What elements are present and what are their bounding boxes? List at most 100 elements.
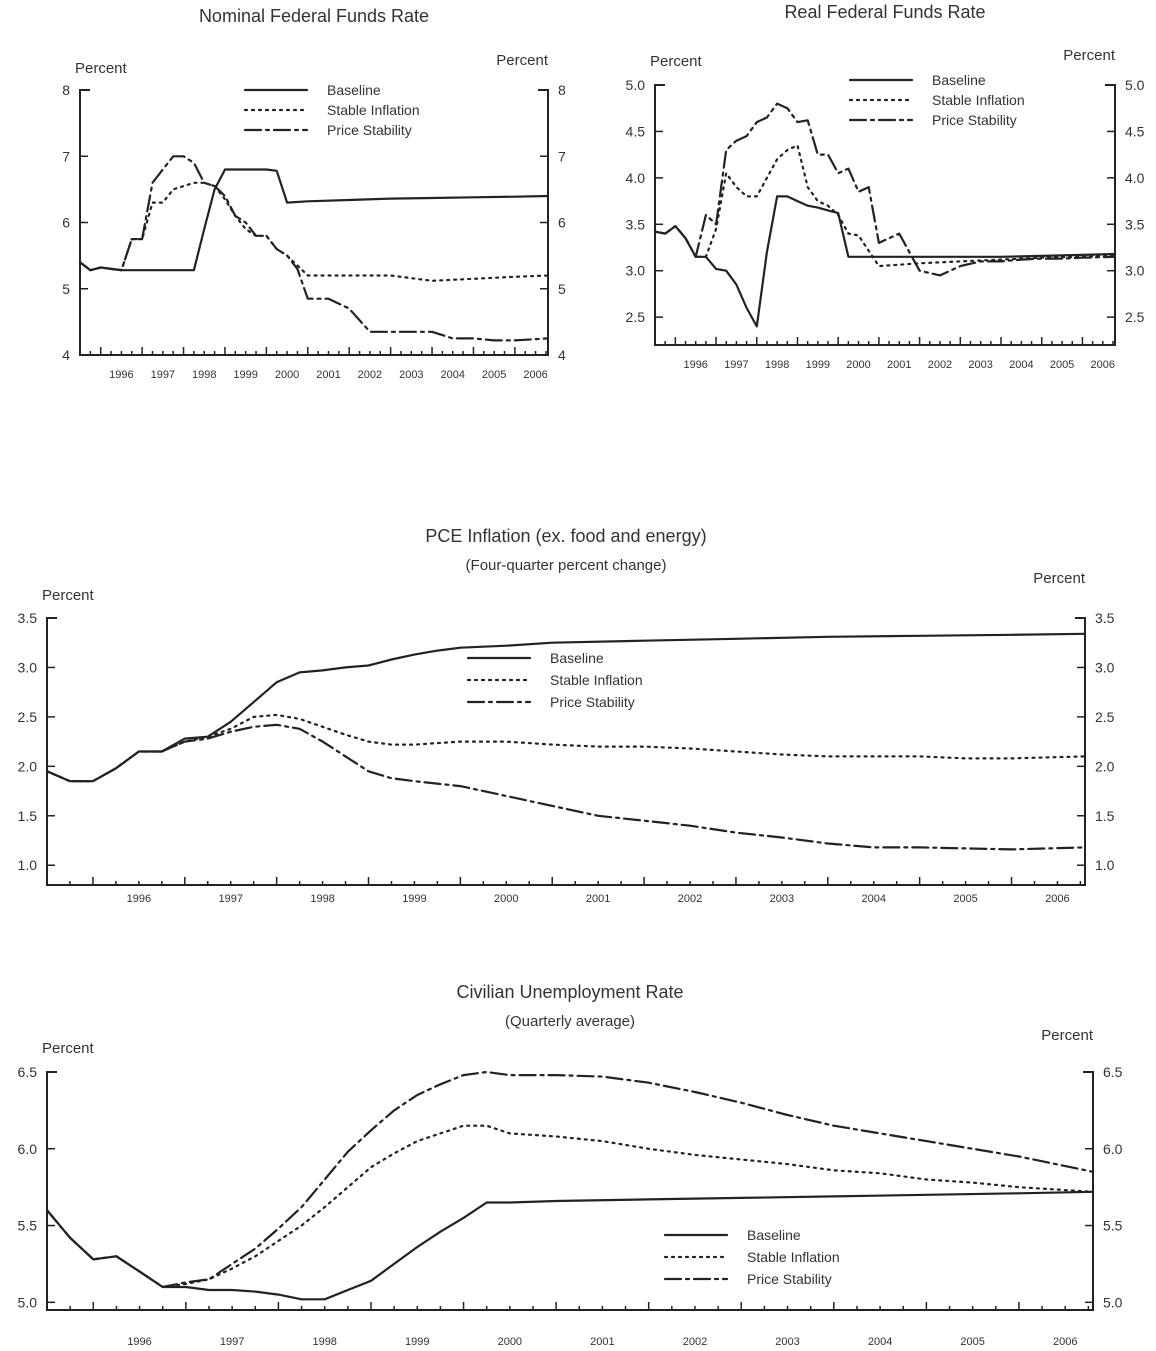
x-tick-label: 2002 (678, 893, 702, 905)
x-tick-label: 2000 (498, 1336, 522, 1348)
x-tick-label: 2002 (683, 1336, 707, 1348)
x-tick-label: 1996 (109, 369, 133, 381)
y-tick-label-left: 2.5 (626, 309, 646, 325)
y-tick-label-left: 6 (62, 215, 70, 231)
x-tick-label: 2005 (953, 893, 977, 905)
y-tick-label-left: 3.0 (18, 659, 38, 675)
x-tick-label: 2003 (770, 893, 794, 905)
axis-frame (654, 84, 1116, 346)
y-tick-label-right: 7 (558, 148, 566, 164)
y-tick-label-right: 3.0 (1125, 263, 1145, 279)
y-tick-label-right: 2.5 (1095, 709, 1115, 725)
x-tick-label: 1999 (402, 893, 426, 905)
chart-title: PCE Inflation (ex. food and energy) (425, 526, 706, 546)
x-tick-label: 1998 (765, 359, 789, 371)
chart-title: Nominal Federal Funds Rate (199, 6, 429, 26)
x-tick-label: 2003 (968, 359, 992, 371)
y-axis-label-right: Percent (496, 52, 549, 69)
x-tick-label: 2005 (482, 369, 506, 381)
x-tick-label: 2006 (523, 369, 547, 381)
y-axis-label-left: Percent (42, 587, 95, 604)
x-tick-label: 2006 (1091, 359, 1115, 371)
y-tick-label-left: 2.0 (18, 758, 38, 774)
y-tick-label-left: 5.0 (18, 1294, 38, 1310)
legend-label: Price Stability (327, 122, 412, 138)
series-line-baseline (653, 195, 1117, 328)
y-tick-label-left: 1.0 (18, 857, 38, 873)
x-tick-label: 1997 (220, 1336, 244, 1348)
y-tick-label-right: 2.0 (1095, 758, 1115, 774)
legend-label: Stable Inflation (327, 102, 420, 118)
series-line-stable-inflation (45, 713, 1087, 783)
x-tick-label: 2006 (1045, 893, 1069, 905)
y-tick-label-left: 8 (62, 82, 70, 98)
y-tick-label-right: 2.5 (1125, 309, 1145, 325)
chart-title: Real Federal Funds Rate (784, 2, 985, 22)
x-tick-label: 2001 (590, 1336, 614, 1348)
x-tick-label: 2000 (494, 893, 518, 905)
series-line-price-stability (45, 723, 1087, 851)
chart-4: Civilian Unemployment Rate (Quarterly ave… (18, 982, 1123, 1348)
y-axis-label-left: Percent (42, 1040, 95, 1057)
x-tick-label: 1998 (312, 1336, 336, 1348)
x-tick-label: 1999 (233, 369, 257, 381)
x-tick-label: 1998 (310, 893, 334, 905)
x-tick-label: 2001 (887, 359, 911, 371)
legend-label: Price Stability (747, 1271, 832, 1287)
x-tick-label: 1996 (683, 359, 707, 371)
y-axis-label-right: Percent (1041, 1027, 1094, 1044)
y-tick-label-left: 5 (62, 281, 70, 297)
legend-label: Stable Inflation (550, 672, 643, 688)
x-tick-label: 2004 (861, 893, 885, 905)
y-tick-label-left: 1.5 (18, 808, 38, 824)
y-tick-label-right: 3.5 (1095, 610, 1115, 626)
y-tick-label-right: 5.0 (1125, 77, 1145, 93)
y-tick-label-right: 6 (558, 215, 566, 231)
y-tick-label-right: 5.0 (1103, 1294, 1123, 1310)
x-tick-label: 2006 (1053, 1336, 1077, 1348)
x-tick-label: 1996 (127, 1336, 151, 1348)
series-line-baseline (45, 1190, 1095, 1301)
y-tick-label-left: 6.0 (18, 1141, 38, 1157)
x-tick-label: 2004 (1009, 359, 1033, 371)
legend-label: Baseline (932, 72, 986, 88)
y-tick-label-right: 5 (558, 281, 566, 297)
x-tick-label: 2004 (441, 369, 465, 381)
chart-title: Civilian Unemployment Rate (456, 982, 683, 1002)
y-tick-label-right: 1.5 (1095, 808, 1115, 824)
y-tick-label-right: 4.5 (1125, 123, 1145, 139)
y-tick-label-right: 6.5 (1103, 1064, 1123, 1080)
chart-1: Nominal Federal Funds Rate Percent Percent… (62, 6, 566, 381)
x-tick-label: 2000 (275, 369, 299, 381)
y-tick-label-left: 3.5 (626, 216, 646, 232)
y-tick-label-right: 4 (558, 347, 566, 363)
x-tick-label: 2005 (1050, 359, 1074, 371)
chart-3: PCE Inflation (ex. food and energy) (Four… (18, 526, 1115, 905)
y-tick-label-left: 4 (62, 347, 70, 363)
y-tick-label-left: 5.5 (18, 1218, 38, 1234)
y-tick-label-right: 8 (558, 82, 566, 98)
y-tick-label-right: 3.0 (1095, 659, 1115, 675)
x-tick-label: 1997 (724, 359, 748, 371)
x-tick-label: 1997 (151, 369, 175, 381)
y-axis-label-left: Percent (75, 60, 128, 77)
legend-label: Stable Inflation (932, 92, 1025, 108)
chart-subtitle: (Quarterly average) (505, 1013, 635, 1030)
x-tick-label: 1998 (192, 369, 216, 381)
x-tick-label: 2005 (960, 1336, 984, 1348)
y-axis-label-left: Percent (650, 53, 703, 70)
series-line-price-stability (653, 102, 1117, 277)
x-tick-label: 2000 (846, 359, 870, 371)
y-tick-label-right: 6.0 (1103, 1141, 1123, 1157)
y-tick-label-left: 7 (62, 148, 70, 164)
legend-label: Price Stability (550, 694, 635, 710)
series-line-stable-inflation (78, 181, 550, 282)
x-tick-label: 1999 (806, 359, 830, 371)
y-tick-label-left: 2.5 (18, 709, 38, 725)
series-line-price-stability (78, 155, 550, 342)
legend-label: Baseline (327, 82, 381, 98)
legend-label: Baseline (550, 650, 604, 666)
x-tick-label: 2004 (868, 1336, 892, 1348)
x-tick-label: 2003 (775, 1336, 799, 1348)
